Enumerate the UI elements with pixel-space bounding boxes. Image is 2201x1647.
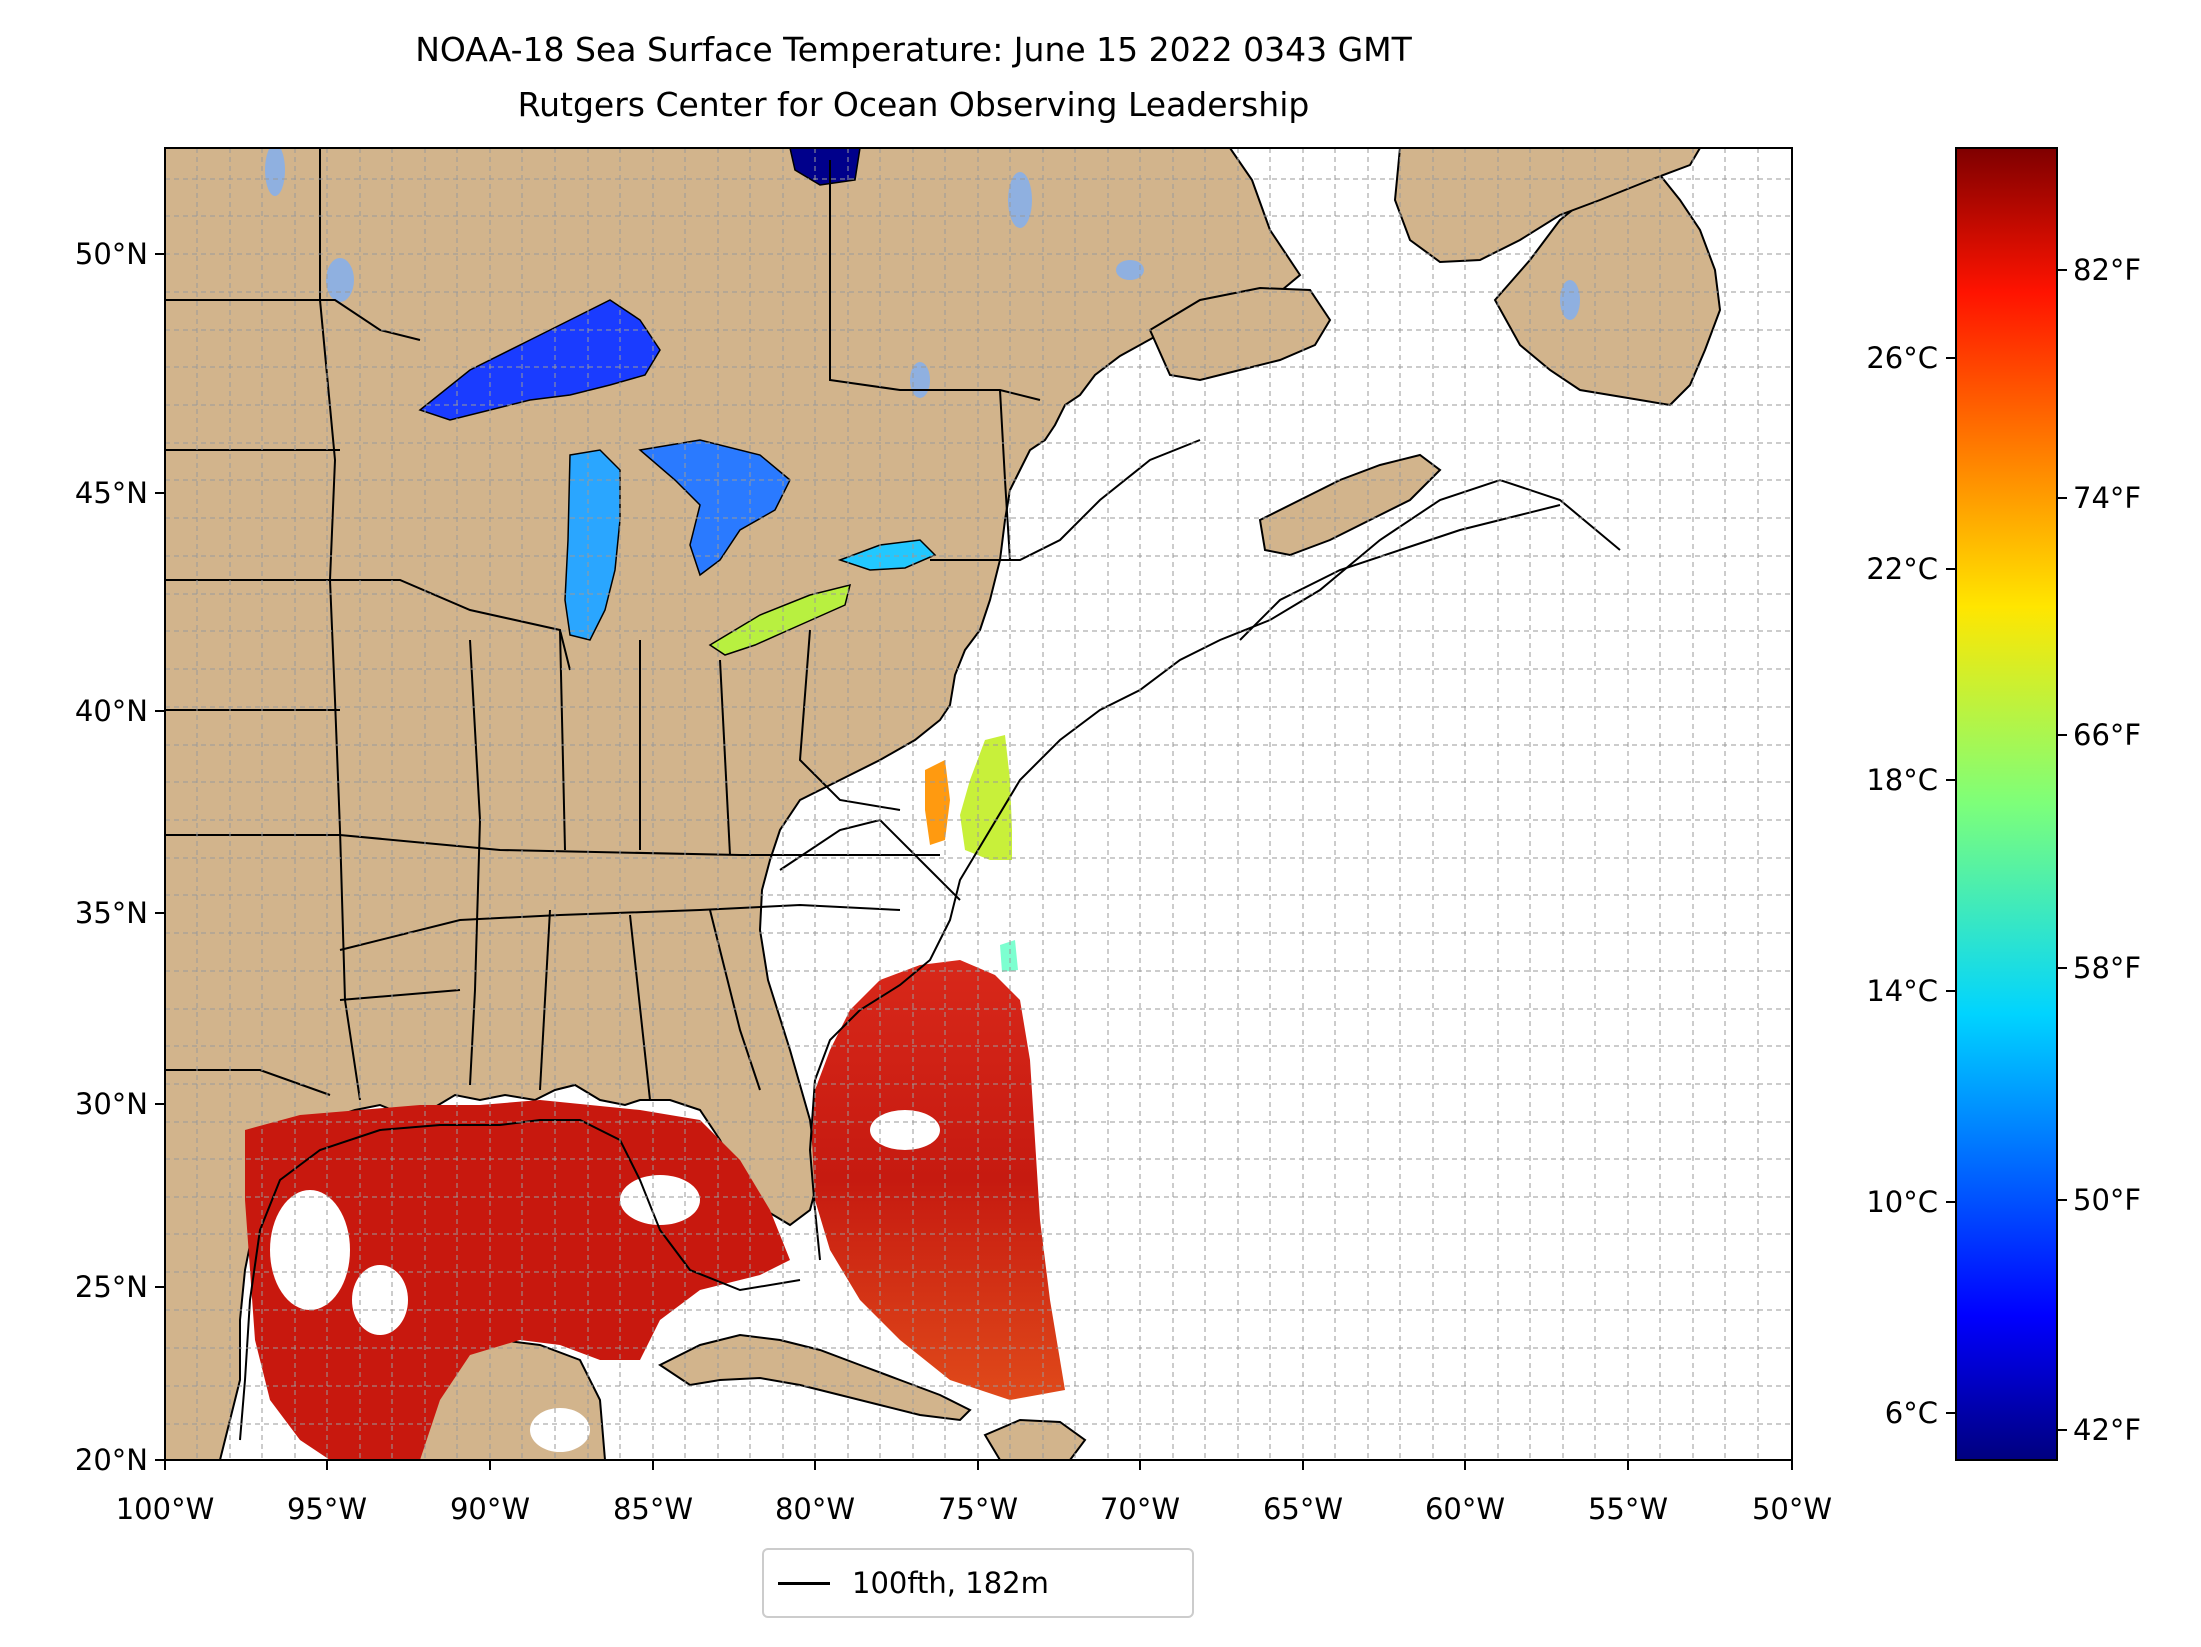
sst-chesapeake xyxy=(925,760,950,845)
lake-huron xyxy=(638,439,791,577)
isobath-100fth xyxy=(239,478,1621,1441)
fahrenheit-tick-label: 66°F xyxy=(2073,718,2141,752)
lon-tick-label: 90°W xyxy=(450,1492,530,1526)
lon-tick-labels: 100°W 95°W 90°W 85°W 80°W 75°W 70°W 65°W… xyxy=(116,1492,1832,1526)
legend-label: 100fth, 182m xyxy=(852,1566,1049,1600)
celsius-tick-label: 14°C xyxy=(1866,974,1938,1008)
lat-tick-marks xyxy=(155,253,165,1461)
lon-tick-marks xyxy=(164,1460,1793,1470)
fahrenheit-tick-label: 50°F xyxy=(2073,1183,2141,1217)
lake-michigan xyxy=(564,449,621,641)
land-labrador xyxy=(1393,148,1702,264)
lon-tick-label: 95°W xyxy=(287,1492,367,1526)
lat-tick-label: 25°N xyxy=(75,1270,148,1304)
legend-isobath-swatch xyxy=(778,1581,830,1585)
celsius-tick-label: 18°C xyxy=(1866,763,1938,797)
land-cuba xyxy=(658,1333,972,1422)
lon-tick-label: 65°W xyxy=(1263,1492,1343,1526)
hudson-bay-edge xyxy=(789,148,861,186)
lat-tick-label: 30°N xyxy=(75,1087,148,1121)
sst-carolina-patch xyxy=(1000,940,1018,972)
map-area xyxy=(165,148,1792,1460)
fahrenheit-tick-label: 74°F xyxy=(2073,481,2141,515)
land-nova-scotia xyxy=(1258,453,1442,557)
sst-atlantic-swath xyxy=(812,960,1065,1400)
lon-tick-label: 60°W xyxy=(1425,1492,1505,1526)
cloud-mask xyxy=(270,1110,940,1452)
lon-tick-label: 100°W xyxy=(116,1492,215,1526)
lon-tick-label: 55°W xyxy=(1588,1492,1668,1526)
lat-tick-label: 45°N xyxy=(75,476,148,510)
lat-tick-label: 35°N xyxy=(75,896,148,930)
isobath-nova-scotia xyxy=(1239,504,1561,641)
celsius-tick-label: 26°C xyxy=(1866,341,1938,375)
sst-mid-atlantic xyxy=(960,735,1012,860)
fahrenheit-tick-label: 58°F xyxy=(2073,951,2141,985)
chart-title: NOAA-18 Sea Surface Temperature: June 15… xyxy=(415,30,1412,69)
legend: 100fth, 182m xyxy=(762,1548,1194,1618)
political-boundaries xyxy=(165,148,1201,1101)
colorbar xyxy=(1955,147,2058,1461)
chart-subtitle: Rutgers Center for Ocean Observing Leade… xyxy=(517,85,1310,124)
lon-tick-label: 80°W xyxy=(775,1492,855,1526)
lat-tick-label: 40°N xyxy=(75,694,148,728)
lat-tick-labels: 50°N 45°N 40°N 35°N 30°N 25°N 20°N xyxy=(75,237,148,1477)
gridlines xyxy=(165,148,1792,1460)
inland-lakes xyxy=(265,148,1580,398)
lat-tick-label: 20°N xyxy=(75,1443,148,1477)
lon-tick-label: 70°W xyxy=(1100,1492,1180,1526)
lat-tick-label: 50°N xyxy=(75,237,148,271)
lon-tick-label: 85°W xyxy=(613,1492,693,1526)
celsius-tick-label: 6°C xyxy=(1885,1396,1938,1430)
celsius-tick-label: 22°C xyxy=(1866,552,1938,586)
fahrenheit-tick-label: 82°F xyxy=(2073,253,2141,287)
fahrenheit-tick-label: 42°F xyxy=(2073,1413,2141,1447)
lon-tick-label: 75°W xyxy=(938,1492,1018,1526)
celsius-tick-label: 10°C xyxy=(1866,1185,1938,1219)
lon-tick-label: 50°W xyxy=(1752,1492,1832,1526)
colorbar-celsius-labels: 26°C 22°C 18°C 14°C 10°C 6°C xyxy=(1866,341,1938,1430)
colorbar-tick-marks xyxy=(1946,269,2067,1431)
colorbar-fahrenheit-labels: 82°F 74°F 66°F 58°F 50°F 42°F xyxy=(2073,253,2141,1447)
